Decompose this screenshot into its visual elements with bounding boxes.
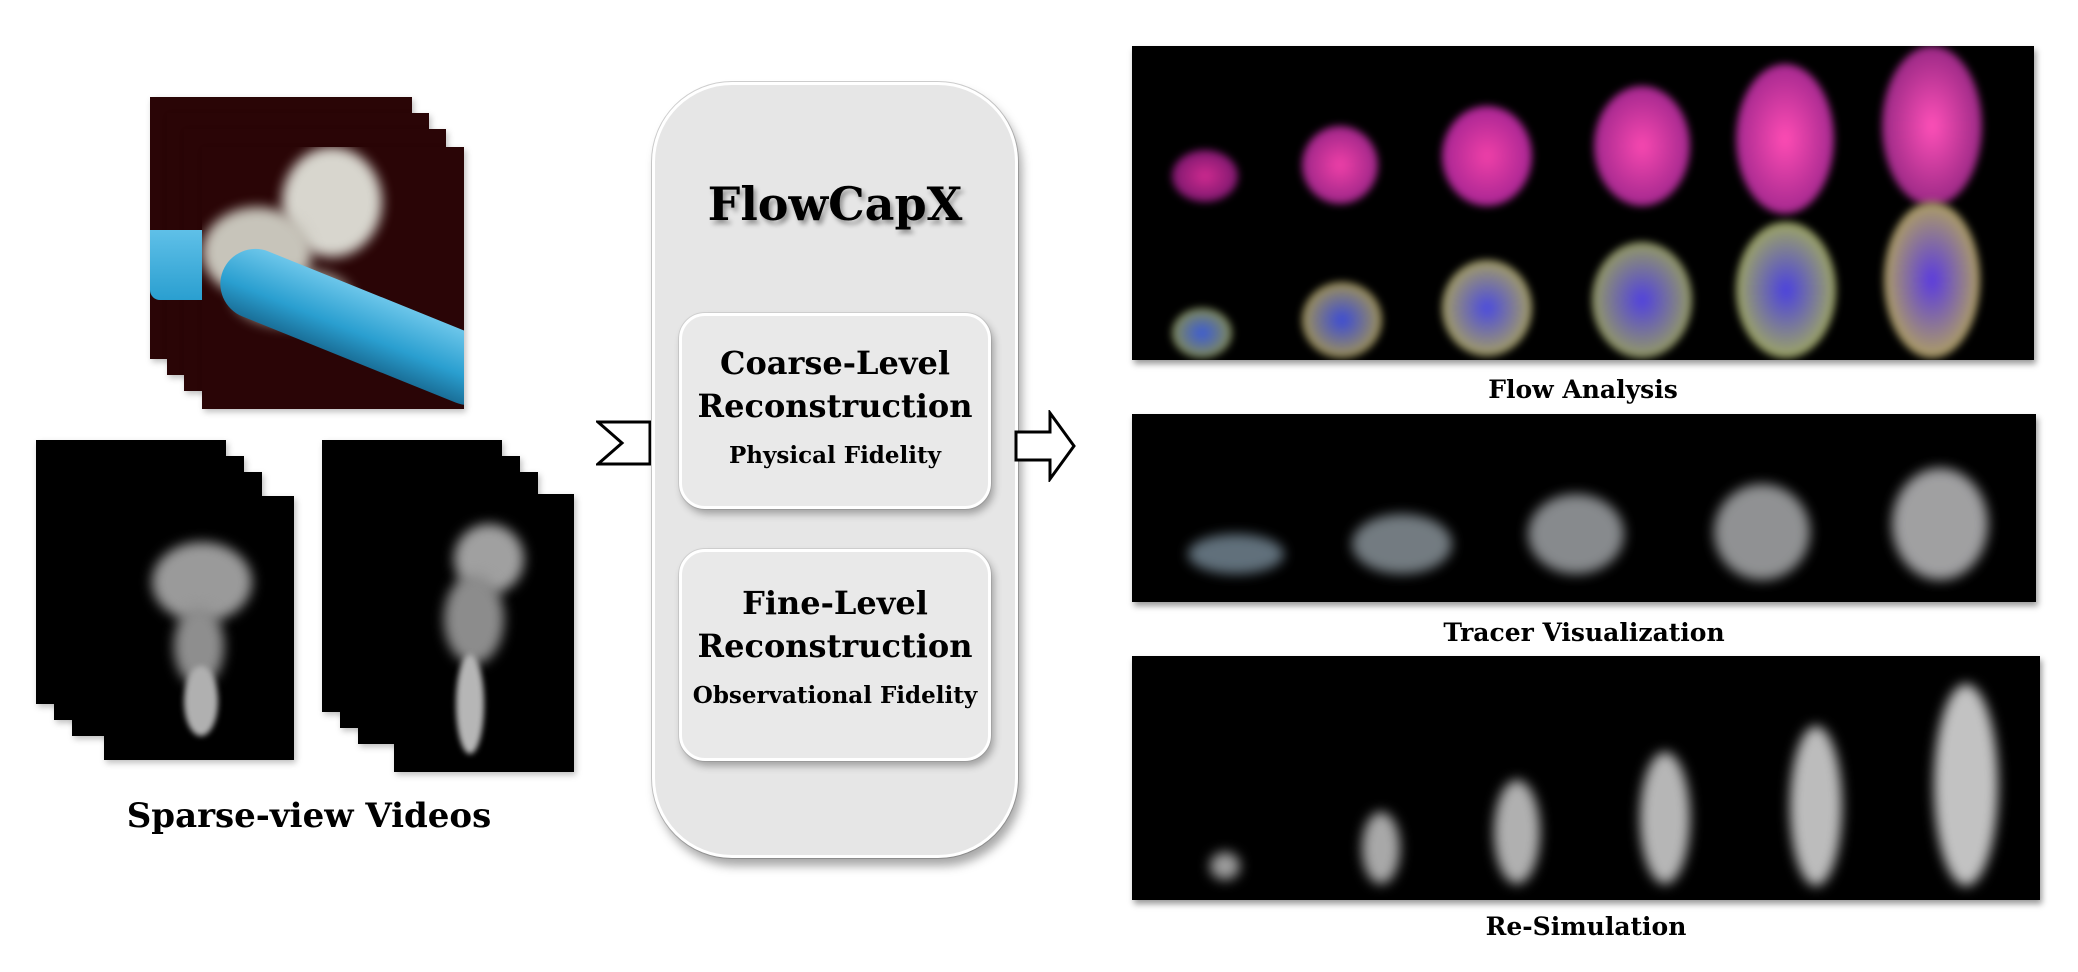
flow-analysis-caption: Flow Analysis	[1488, 375, 1678, 404]
cylinder-shape	[209, 238, 464, 409]
coarse-subtitle: Physical Fidelity	[729, 442, 941, 469]
fine-heading-line2: Reconstruction	[697, 627, 973, 665]
input-chevron-arrow-icon	[596, 420, 652, 466]
tracer-visualization-panel	[1132, 414, 2036, 602]
sparse-view-videos-caption: Sparse-view Videos	[126, 796, 492, 836]
method-title: FlowCapX	[707, 177, 963, 231]
flow-analysis-panel	[1132, 46, 2034, 360]
coarse-heading-line1: Coarse-Level	[719, 344, 951, 382]
coarse-level-box: Coarse-Level Reconstruction Physical Fid…	[679, 313, 991, 509]
output-arrow-icon	[1014, 410, 1076, 482]
grayscale-video-frame	[104, 496, 294, 760]
colored-video-frame	[202, 147, 464, 409]
flowcapx-panel: FlowCapX Coarse-Level Reconstruction Phy…	[652, 82, 1018, 858]
fine-heading-line1: Fine-Level	[742, 584, 928, 622]
coarse-heading-line2: Reconstruction	[697, 387, 973, 425]
fine-subtitle: Observational Fidelity	[692, 682, 978, 709]
fine-level-box: Fine-Level Reconstruction Observational …	[679, 549, 991, 761]
grayscale-video-frame	[394, 494, 574, 772]
tracer-visualization-caption: Tracer Visualization	[1443, 618, 1725, 647]
re-simulation-caption: Re-Simulation	[1485, 912, 1687, 941]
re-simulation-panel	[1132, 656, 2040, 900]
